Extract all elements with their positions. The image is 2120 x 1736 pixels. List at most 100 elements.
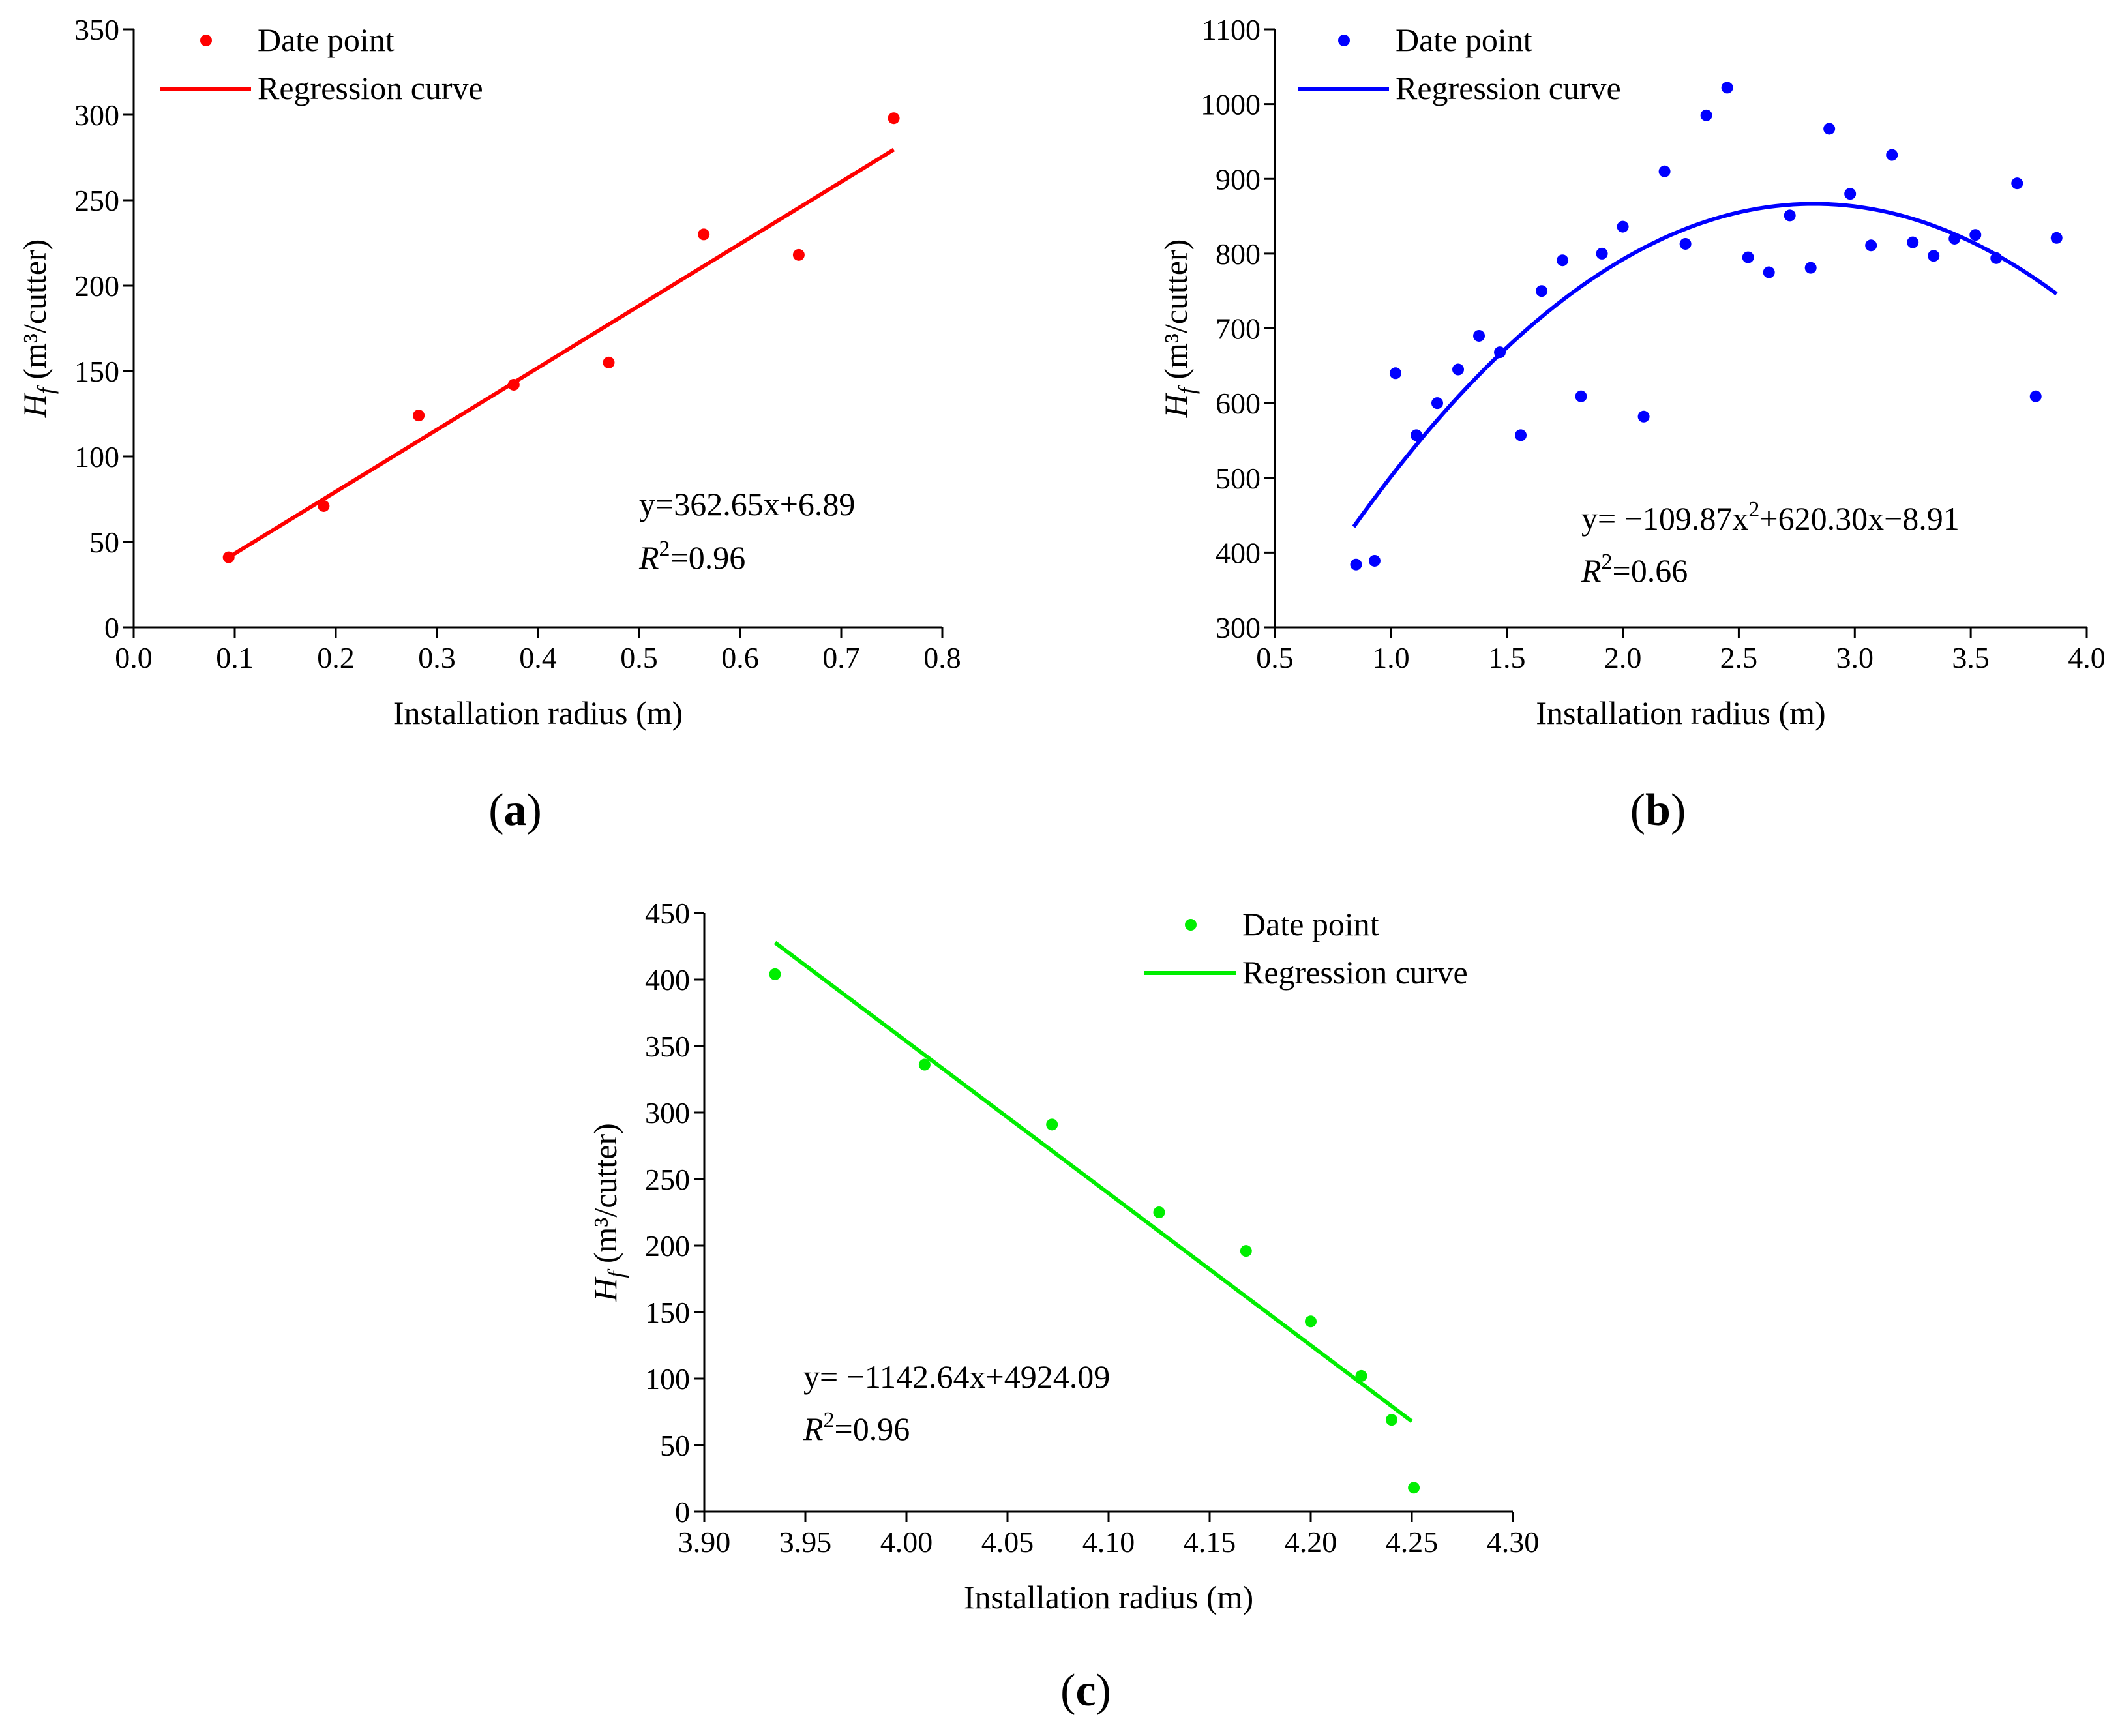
data-point — [1536, 285, 1548, 297]
legend-curve-label: Regression curve — [1242, 954, 1468, 991]
legend: Date point Regression curve — [1298, 22, 1621, 106]
x-tick-label: 0.3 — [418, 641, 456, 674]
x-tick-label: 0.6 — [721, 641, 759, 674]
data-point — [2029, 390, 2042, 402]
data-point — [1389, 367, 1401, 380]
x-tick-label: 4.20 — [1285, 1525, 1337, 1559]
y-tick-label: 200 — [74, 269, 119, 303]
data-point — [1637, 410, 1650, 423]
y-tick-label: 300 — [74, 98, 119, 132]
panel-a: 0.0 0.1 0.2 0.3 0.4 0.5 0.6 0.7 0.8 0 50 100 150 200 2… — [16, 13, 961, 835]
y-tick-label: 250 — [74, 184, 119, 217]
r-squared-value: =0.96 — [835, 1411, 910, 1447]
y-tick-label: 600 — [1216, 387, 1261, 420]
x-tick-label: 0.1 — [216, 641, 254, 674]
x-tick-label: 3.0 — [1836, 641, 1874, 674]
panel-label-close: ) — [527, 785, 542, 835]
legend-points-label: Date point — [1242, 906, 1379, 942]
y-tick-label: 50 — [660, 1429, 690, 1462]
data-point — [1886, 149, 1898, 161]
x-tick-label: 2.5 — [1720, 641, 1758, 674]
y-tick-label: 100 — [74, 440, 119, 473]
data-point — [1046, 1118, 1058, 1131]
r-squared-exponent: 2 — [824, 1408, 835, 1432]
legend-point-marker — [1185, 919, 1197, 931]
x-axis-label: Installation radius (m) — [1536, 695, 1825, 731]
data-point — [769, 968, 781, 980]
data-point — [1410, 429, 1422, 441]
y-tick-label: 150 — [74, 355, 119, 388]
data-point — [413, 410, 425, 422]
y-tick-label: 1000 — [1201, 88, 1261, 121]
legend-points-label: Date point — [258, 22, 395, 58]
y-axis-label: Hf (m³/cutter) — [16, 239, 59, 419]
y-axis-label-unit: (m³/cutter) — [1157, 239, 1194, 387]
regression-equation: y= −1142.64x+4924.09 — [803, 1358, 1110, 1395]
data-point — [1575, 390, 1587, 402]
data-point — [918, 1058, 931, 1071]
data-point — [318, 500, 330, 512]
data-point — [698, 228, 710, 241]
legend-point-marker — [200, 35, 212, 46]
panel-label: (b) — [1630, 785, 1686, 835]
panel-b: 0.5 1.0 1.5 2.0 2.5 3.0 3.5 4.0 300 400 500 600 700 8… — [1157, 13, 2106, 835]
x-tick-label: 4.10 — [1082, 1525, 1135, 1559]
data-point — [1990, 252, 2003, 264]
legend-point-marker — [1338, 35, 1350, 46]
data-point — [1763, 266, 1775, 278]
x-tick-label: 0.7 — [822, 641, 860, 674]
r-squared-symbol: R — [1581, 552, 1602, 589]
legend-curve-label: Regression curve — [1396, 70, 1621, 106]
data-point — [1784, 209, 1796, 222]
data-point — [1305, 1315, 1317, 1328]
r-squared-exponent: 2 — [1602, 550, 1613, 574]
y-tick-label: 700 — [1216, 312, 1261, 346]
regression-equation-main: y= −109.87x — [1581, 500, 1748, 537]
regression-equation: y= −109.87x2+620.30x−8.91 — [1581, 498, 1960, 537]
y-axis-label-symbol: H — [16, 392, 53, 418]
data-point — [1742, 251, 1754, 263]
y-axis-label-symbol: H — [587, 1276, 623, 1302]
regression-equation: y=362.65x+6.89 — [639, 486, 855, 522]
y-tick-label: 50 — [89, 526, 119, 559]
data-point — [1658, 165, 1671, 177]
regression-equation-main: y=362.65x+6.89 — [639, 486, 855, 522]
data-point — [1823, 123, 1836, 135]
data-point — [222, 551, 235, 563]
y-tick-label: 0 — [675, 1495, 690, 1529]
y-axis-label: Hf (m³/cutter) — [587, 1123, 629, 1302]
x-tick-label: 2.0 — [1604, 641, 1642, 674]
panel-label-letter: a — [504, 785, 527, 835]
data-point — [1350, 558, 1362, 571]
legend: Date point Regression curve — [1144, 906, 1468, 991]
y-tick-label: 200 — [645, 1229, 690, 1263]
x-tick-label: 4.05 — [981, 1525, 1034, 1559]
data-point — [1557, 254, 1569, 267]
regression-curve — [773, 940, 1413, 1423]
panel-label-open: ( — [1630, 785, 1645, 835]
regression-equation-main: y= −1142.64x+4924.09 — [803, 1358, 1110, 1395]
y-tick-label: 400 — [1216, 536, 1261, 569]
data-point — [1355, 1369, 1367, 1382]
r-squared-exponent: 2 — [659, 537, 670, 561]
y-tick-label: 900 — [1216, 162, 1261, 196]
data-point — [792, 248, 805, 261]
r-squared-value: =0.96 — [670, 539, 746, 576]
legend-curve-label: Regression curve — [258, 70, 483, 106]
y-tick-label: 150 — [645, 1296, 690, 1329]
data-point — [2011, 177, 2023, 190]
y-axis-label-symbol: H — [1157, 392, 1194, 418]
x-tick-label: 3.5 — [1952, 641, 1990, 674]
panel-label: (a) — [488, 785, 542, 835]
data-point — [1473, 329, 1485, 342]
data-point — [1515, 429, 1527, 441]
y-tick-label: 300 — [1216, 611, 1261, 644]
r-squared-symbol: R — [803, 1411, 824, 1447]
regression-equation-superscript: 2 — [1748, 498, 1759, 522]
data-point — [507, 378, 520, 391]
panel-label-close: ) — [1671, 785, 1686, 835]
data-point — [1907, 236, 1919, 248]
r-squared: R2=0.96 — [803, 1408, 910, 1447]
data-point — [1928, 250, 1940, 262]
